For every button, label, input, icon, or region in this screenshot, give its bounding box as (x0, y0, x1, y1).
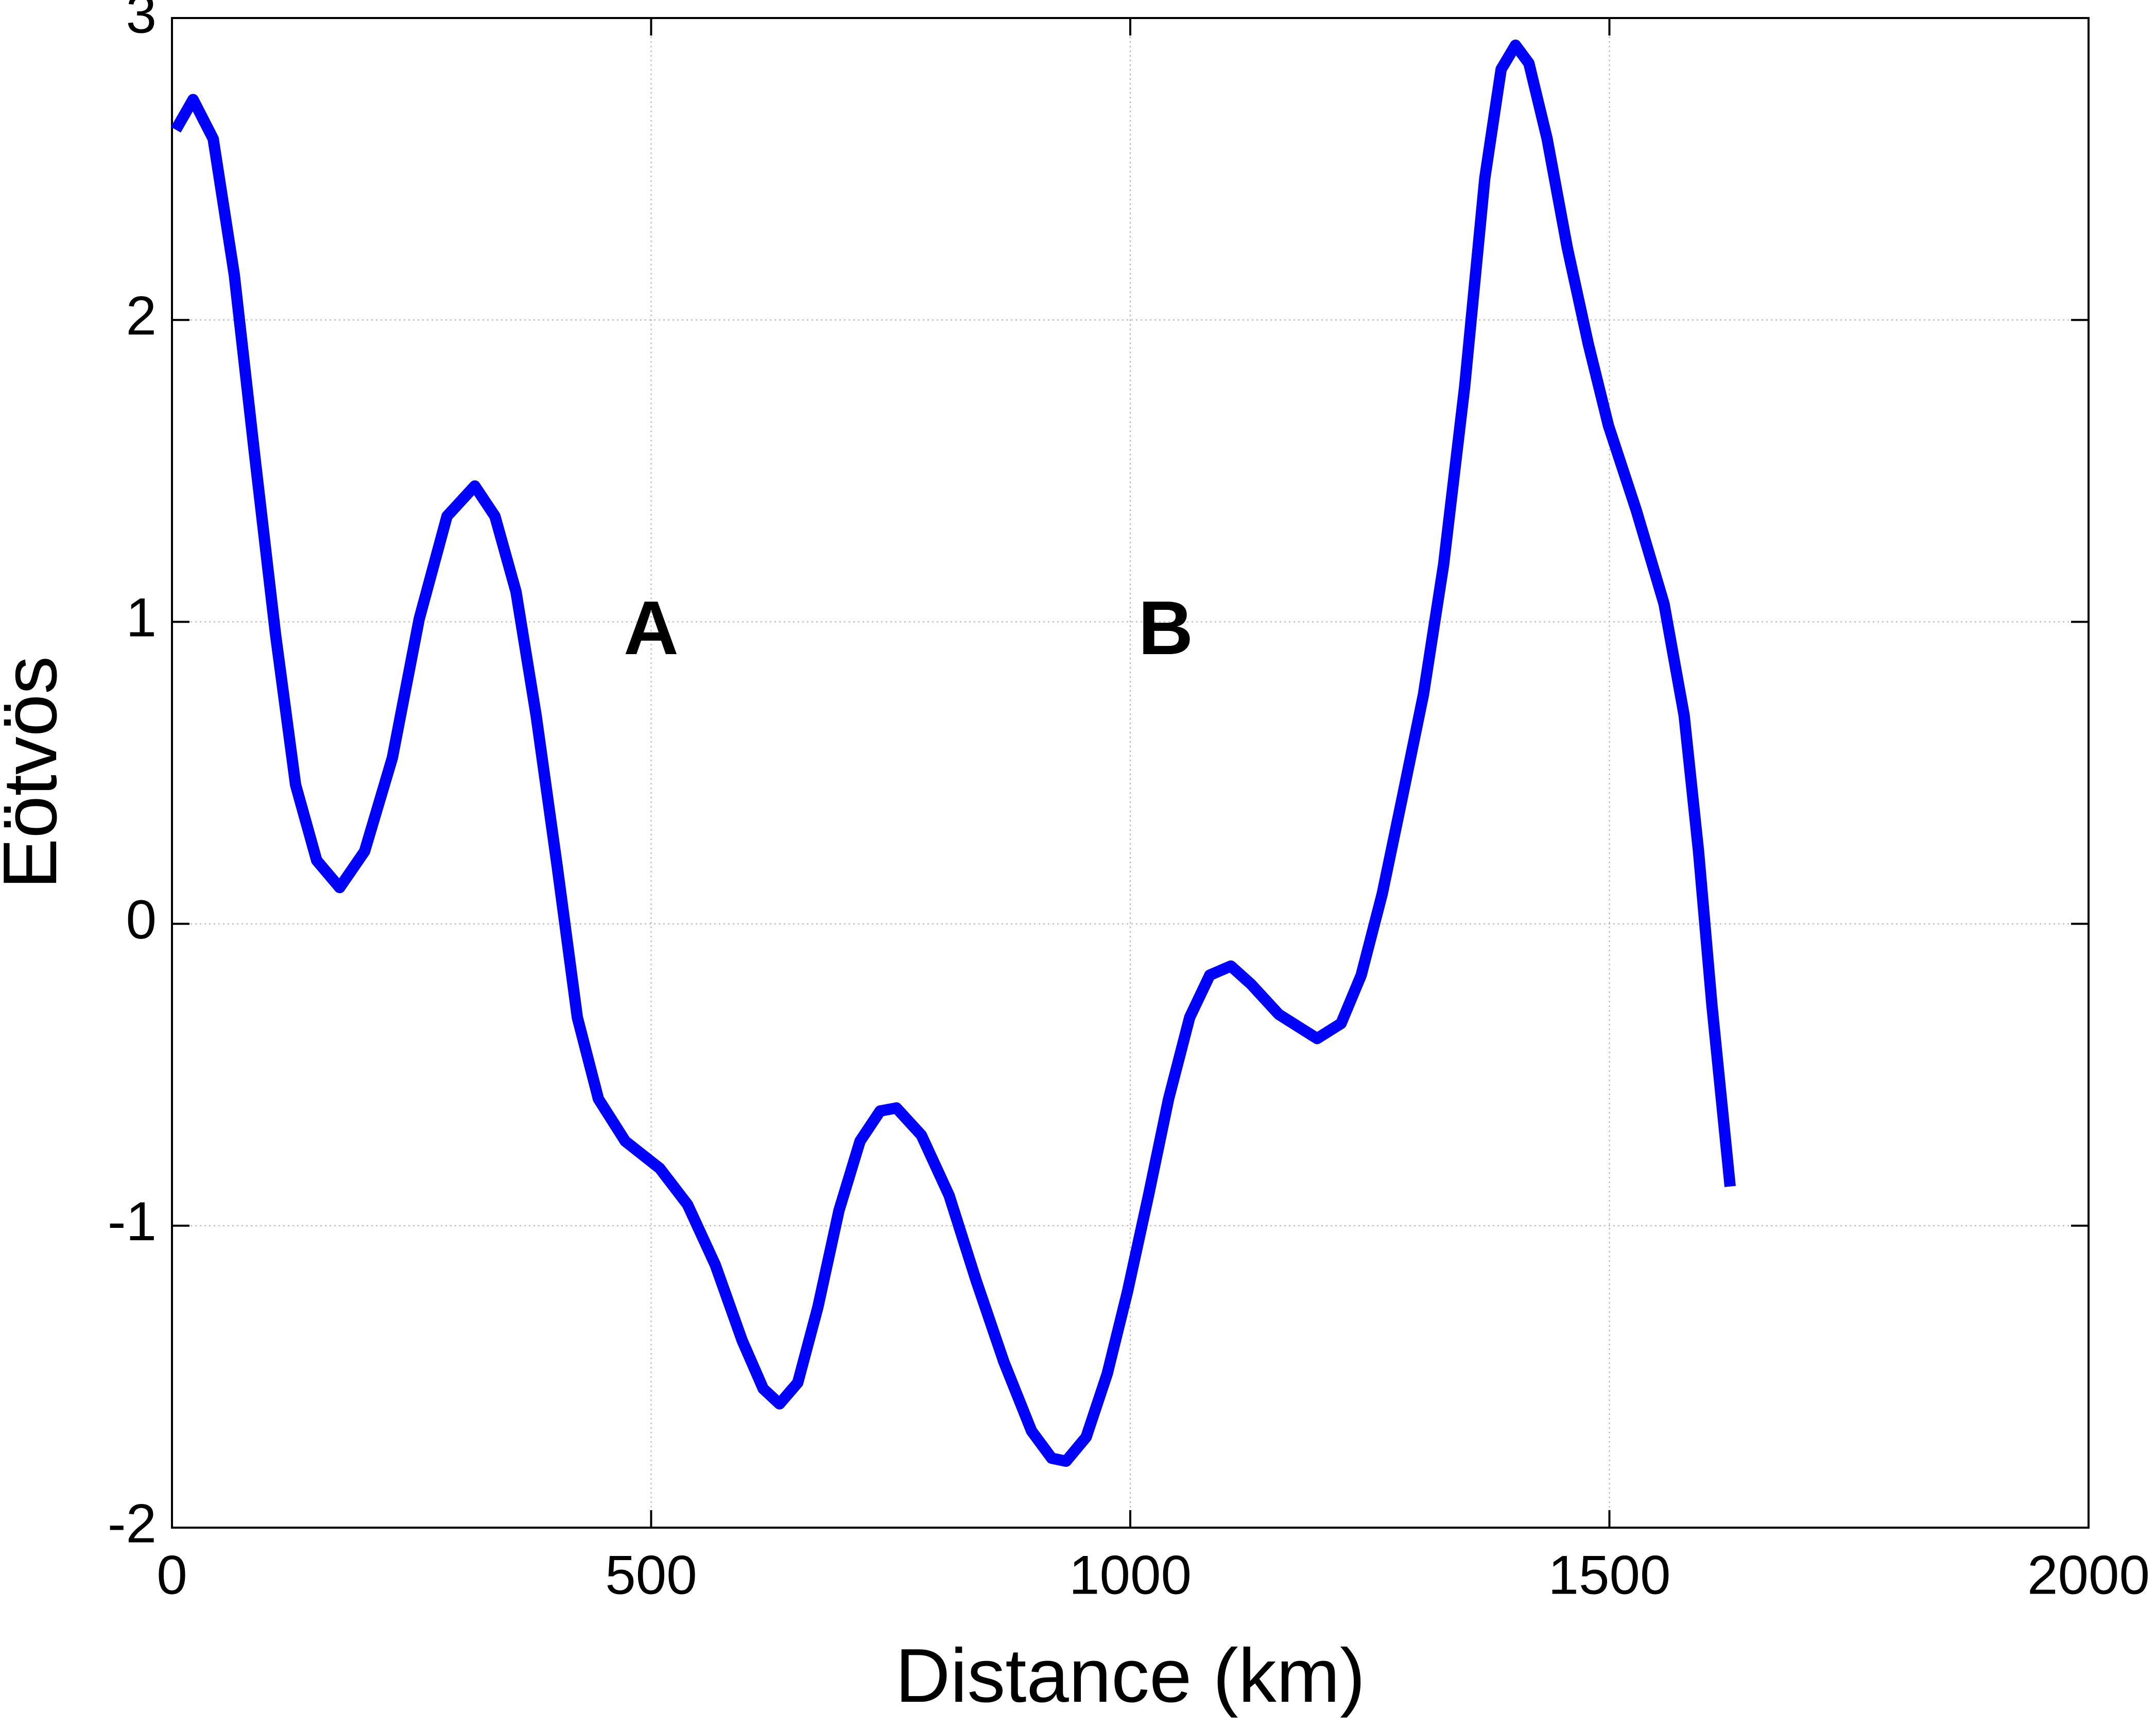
y-tick-label: 1 (126, 587, 157, 648)
x-tick-label: 0 (157, 1544, 187, 1605)
x-tick-label: 500 (605, 1544, 697, 1605)
x-tick-label: 2000 (2027, 1544, 2150, 1605)
annotation: A (624, 586, 679, 671)
y-axis-label: Eötvös (0, 656, 73, 889)
y-tick-label: -2 (108, 1492, 157, 1554)
annotation: B (1138, 586, 1193, 671)
x-tick-label: 1500 (1548, 1544, 1670, 1605)
y-tick-label: 2 (126, 284, 157, 346)
plot-frame (171, 17, 2090, 1529)
line (170, 39, 1736, 1467)
y-tick-label: -1 (108, 1190, 157, 1252)
y-tick-label: 3 (126, 0, 157, 44)
y-tick-label: 0 (126, 888, 157, 950)
x-tick-label: 1000 (1069, 1544, 1192, 1605)
x-axis-label: Distance (km) (895, 1633, 1366, 1718)
